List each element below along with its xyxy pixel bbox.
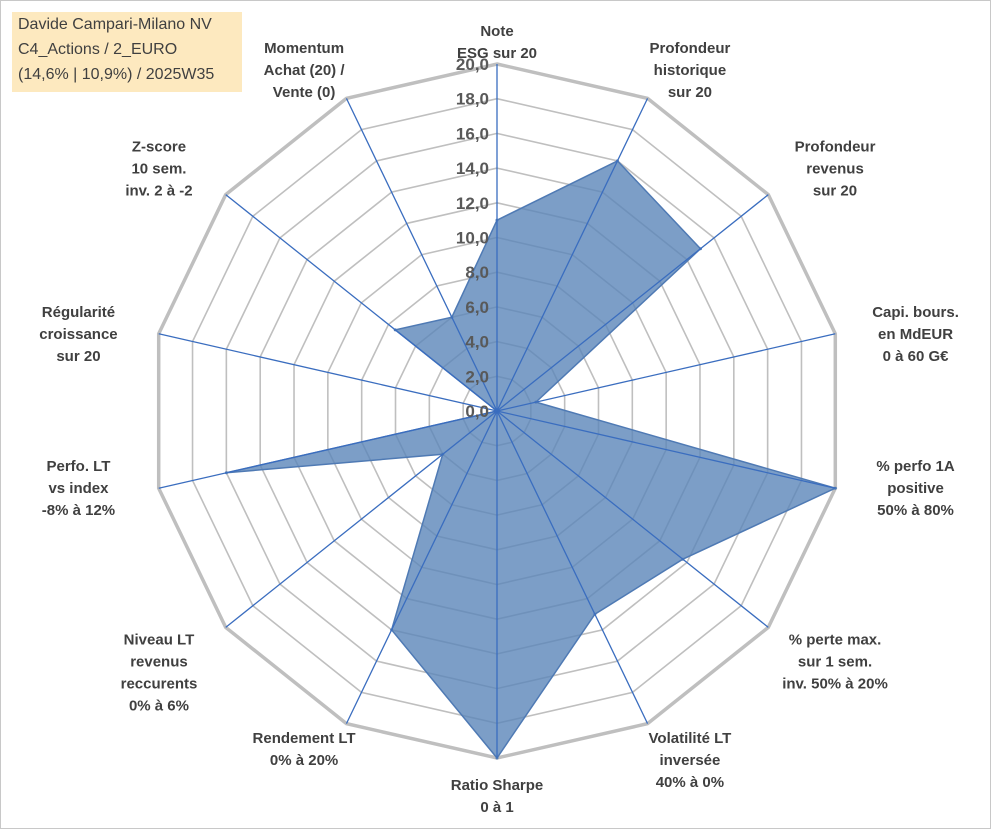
axis-label: Profondeur revenus sur 20 bbox=[795, 139, 876, 200]
axis-label-line: revenus bbox=[130, 653, 188, 670]
axis-label-line: sur 1 sem. bbox=[798, 653, 872, 670]
tick-label: 2,0 bbox=[465, 367, 489, 386]
axis-label-line: % perfo 1A bbox=[876, 458, 955, 475]
axis-label-line: ESG sur 20 bbox=[457, 45, 537, 62]
axis-spoke bbox=[496, 410, 836, 489]
axis-label-line: Capi. bours. bbox=[872, 304, 959, 321]
axis-spoke bbox=[496, 98, 649, 412]
axis-label-line: positive bbox=[887, 480, 944, 497]
axis-label-line: en MdEUR bbox=[878, 326, 953, 343]
axis-label-line: inv. 2 à -2 bbox=[125, 183, 192, 200]
info-box: Davide Campari-Milano NV C4_Actions / 2_… bbox=[12, 12, 242, 92]
axis-label-line: vs index bbox=[48, 480, 109, 497]
axis-label-line: Z-score bbox=[132, 139, 186, 156]
axis-label-line: inversée bbox=[659, 752, 720, 769]
tick-label: 14,0 bbox=[456, 159, 489, 178]
axis-label: Volatilité LT inversée 40% à 0% bbox=[649, 730, 732, 791]
axis-spoke bbox=[158, 333, 498, 412]
tick-label: 18,0 bbox=[456, 90, 489, 109]
axis-label: % perte max. sur 1 sem. inv. 50% à 20% bbox=[782, 631, 888, 692]
tick-label: 12,0 bbox=[456, 194, 489, 213]
axis-label-line: Ratio Sharpe bbox=[451, 777, 544, 794]
axis-label-line: 50% à 80% bbox=[877, 502, 954, 519]
info-line-title: Davide Campari-Milano NV bbox=[18, 16, 212, 33]
axis-label: Capi. bours. en MdEUR 0 à 60 G€ bbox=[872, 304, 959, 365]
axis-label: Niveau LT revenus reccurents 0% à 6% bbox=[121, 631, 198, 714]
axis-label: Régularité croissance sur 20 bbox=[39, 304, 117, 365]
axis-label: Momentum Achat (20) / Vente (0) bbox=[264, 40, 346, 101]
axis-label-line: Momentum bbox=[264, 40, 344, 57]
tick-label: 0,0 bbox=[465, 402, 489, 421]
axis-spoke bbox=[225, 194, 498, 412]
axis-label-line: 40% à 0% bbox=[656, 774, 724, 791]
axis-label-line: 0% à 6% bbox=[129, 697, 189, 714]
axis-label-line: reccurents bbox=[121, 675, 198, 692]
axis-label: % perfo 1A positive 50% à 80% bbox=[876, 458, 955, 519]
tick-label: 8,0 bbox=[465, 263, 489, 282]
axis-label-line: croissance bbox=[39, 326, 117, 343]
axis-label-line: sur 20 bbox=[56, 348, 100, 365]
axis-label-line: Vente (0) bbox=[273, 84, 336, 101]
axis-label-line: 0 à 1 bbox=[480, 799, 513, 816]
axis-spoke bbox=[345, 410, 498, 724]
axis-label-line: -8% à 12% bbox=[42, 502, 115, 519]
axis-label-line: Volatilité LT bbox=[649, 730, 732, 747]
axis-spoke bbox=[496, 333, 836, 412]
axis-label-line: historique bbox=[654, 62, 727, 79]
info-line-stats: (14,6% | 10,9%) / 2025W35 bbox=[18, 66, 215, 83]
axis-label: Z-score 10 sem. inv. 2 à -2 bbox=[125, 139, 192, 200]
axis-label: Note ESG sur 20 bbox=[457, 23, 537, 62]
axis-label-line: % perte max. bbox=[789, 631, 882, 648]
axis-spoke bbox=[496, 410, 649, 724]
tick-label: 16,0 bbox=[456, 124, 489, 143]
tick-label: 20,0 bbox=[456, 55, 489, 74]
axis-label-line: Note bbox=[480, 23, 513, 40]
axis-label-line: sur 20 bbox=[668, 84, 712, 101]
axis-spoke bbox=[225, 410, 498, 628]
tick-label: 6,0 bbox=[465, 298, 489, 317]
axis-label: Perfo. LT vs index -8% à 12% bbox=[42, 458, 115, 519]
axis-label-line: 0 à 60 G€ bbox=[883, 348, 950, 365]
axis-spoke bbox=[158, 410, 498, 489]
axis-label-line: Niveau LT bbox=[124, 631, 195, 648]
axis-label: Rendement LT 0% à 20% bbox=[253, 730, 356, 769]
axis-label-line: inv. 50% à 20% bbox=[782, 675, 888, 692]
axis-spoke bbox=[496, 410, 769, 628]
axis-label-line: revenus bbox=[806, 161, 864, 178]
axis-label: Profondeur historique sur 20 bbox=[650, 40, 731, 101]
axis-label-line: 0% à 20% bbox=[270, 752, 338, 769]
tick-label: 10,0 bbox=[456, 229, 489, 248]
info-line-category: C4_Actions / 2_EURO bbox=[18, 41, 178, 58]
axis-spoke bbox=[345, 98, 498, 412]
tick-label: 4,0 bbox=[465, 333, 489, 352]
axis-label-line: Rendement LT bbox=[253, 730, 356, 747]
axis-label-line: sur 20 bbox=[813, 183, 857, 200]
axis-label-line: Profondeur bbox=[650, 40, 731, 57]
axis-label-line: Régularité bbox=[42, 304, 115, 321]
axis-label-line: 10 sem. bbox=[131, 161, 186, 178]
axis-label-line: Achat (20) / bbox=[264, 62, 346, 79]
axis-label-line: Perfo. LT bbox=[47, 458, 111, 475]
axis-label: Ratio Sharpe 0 à 1 bbox=[451, 777, 544, 816]
axis-spoke bbox=[496, 194, 769, 412]
axis-label-line: Profondeur bbox=[795, 139, 876, 156]
